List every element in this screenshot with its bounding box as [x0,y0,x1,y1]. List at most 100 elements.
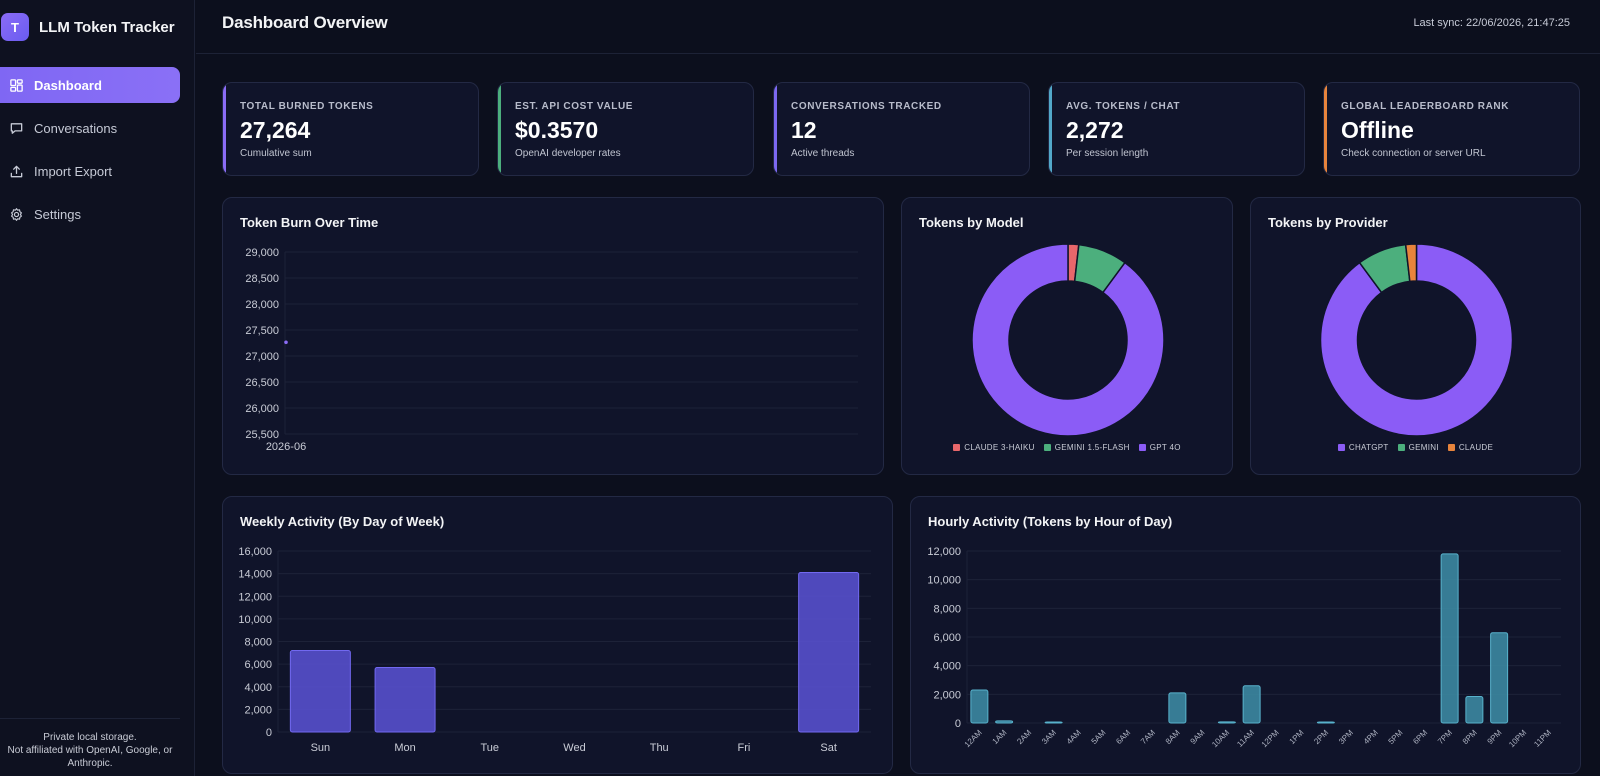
stat-subtext: Cumulative sum [240,148,312,159]
stat-subtext: Check connection or server URL [1341,148,1486,159]
last-sync-timestamp: Last sync: 22/06/2026, 21:47:25 [1413,17,1570,29]
stat-value: 2,272 [1066,117,1124,143]
legend-swatch [953,444,961,451]
y-tick-label: 27,000 [245,351,279,363]
x-tick-label: 9AM [1189,728,1207,746]
legend-swatch [1397,444,1405,451]
page-header: Dashboard Overview Last sync: 22/06/2026… [196,0,1600,54]
stat-label: EST. API COST VALUE [515,101,634,112]
legend-item: GPT 4O [1138,443,1181,452]
stat-label: CONVERSATIONS TRACKED [791,101,942,112]
legend-item: CLAUDE [1447,443,1494,452]
brand-logo: T [1,13,29,41]
sidebar-item-conversations[interactable]: Conversations [0,110,180,146]
x-tick-label: 3AM [1040,728,1058,746]
legend-swatch [1043,444,1051,451]
pie-slice [971,243,1165,437]
footer-line: Not affiliated with OpenAI, Google, or [7,745,173,756]
x-tick-label: 4AM [1065,728,1083,746]
stat-value: $0.3570 [515,117,599,143]
stat-label: GLOBAL LEADERBOARD RANK [1341,101,1510,112]
y-tick-label: 2,000 [244,704,272,716]
bar [1490,632,1509,724]
x-tick-label: 2PM [1312,728,1330,746]
x-tick-label: 8PM [1461,728,1479,746]
y-tick-label: 8,000 [244,637,272,649]
y-tick-label: 10,000 [927,575,961,587]
stat-card-leaderboard-rank: GLOBAL LEADERBOARD RANK Offline Check co… [1323,82,1580,176]
x-tick-label: 1PM [1288,728,1306,746]
x-tick-label: 12AM [963,728,984,749]
bar [1168,692,1187,724]
y-tick-label: 26,500 [245,377,279,389]
chart-title: Weekly Activity (By Day of Week) [240,514,445,529]
y-tick-label: 14,000 [238,569,272,581]
sidebar: T LLM Token Tracker Dashboard Conversati… [0,0,195,776]
bar [1044,721,1063,724]
stat-subtext: Active threads [791,148,855,159]
legend-swatch [1447,444,1455,451]
legend-item: GEMINI [1397,443,1439,452]
sidebar-nav: Dashboard Conversations Import Export Se… [0,67,180,239]
bar [970,689,989,724]
stat-card-conversations: CONVERSATIONS TRACKED 12 Active threads [773,82,1030,176]
panel-tokens-by-model: Tokens by Model CLAUDE 3-HAIKU GEMINI 1.5… [901,197,1233,475]
legend-item: GEMINI 1.5-FLASH [1043,443,1130,452]
legend-label: CHATGPT [1348,443,1389,452]
stat-label: TOTAL BURNED TOKENS [240,101,374,112]
y-tick-label: 12,000 [238,591,272,603]
chart-title: Tokens by Provider [1268,215,1388,230]
y-tick-label: 2,000 [933,689,961,701]
panel-hourly-activity: Hourly Activity (Tokens by Hour of Day) … [910,496,1581,774]
y-tick-label: 8,000 [933,603,961,615]
sidebar-item-settings[interactable]: Settings [0,196,180,232]
x-tick-label: 10AM [1210,728,1231,749]
y-tick-label: 27,500 [245,325,279,337]
y-tick-label: 6,000 [933,632,961,644]
stat-value: 27,264 [240,117,311,143]
bar [1242,685,1261,724]
x-tick-label: 2026-06 [266,441,306,453]
sidebar-item-label: Settings [34,206,81,222]
x-tick-label: 11AM [1235,728,1256,749]
y-tick-label: 4,000 [244,682,272,694]
x-tick-label: 1AM [991,728,1009,746]
y-tick-label: 26,000 [245,403,279,415]
x-tick-label: 10PM [1507,728,1528,749]
pie-slice [1319,243,1514,437]
panel-weekly-activity: Weekly Activity (By Day of Week) 16,000 1… [222,496,893,774]
legend-label: CLAUDE 3-HAIKU [964,443,1035,452]
sidebar-item-import-export[interactable]: Import Export [0,153,180,189]
sidebar-item-dashboard[interactable]: Dashboard [0,67,180,103]
legend-item: CLAUDE 3-HAIKU [953,443,1034,452]
stat-label: AVG. TOKENS / CHAT [1066,101,1181,112]
x-tick-label: Mon [394,742,415,754]
x-tick-label: Tue [481,742,500,754]
y-tick-label: 0 [955,718,961,730]
brand-title: LLM Token Tracker [39,18,175,36]
stat-subtext: OpenAI developer rates [515,148,621,159]
stat-card-avg-tokens: AVG. TOKENS / CHAT 2,272 Per session len… [1048,82,1305,176]
pie-slice [1404,243,1418,283]
bar [1316,721,1335,724]
y-tick-label: 29,000 [245,247,279,259]
x-tick-label: 6AM [1114,728,1132,746]
stat-card-total-tokens: TOTAL BURNED TOKENS 27,264 Cumulative su… [222,82,479,176]
y-tick-label: 28,500 [245,273,279,285]
sidebar-item-label: Dashboard [34,77,102,93]
gear-icon [8,206,24,222]
x-tick-label: Thu [650,742,669,754]
legend-label: CLAUDE [1458,443,1494,452]
footer-line: Anthropic. [67,758,113,769]
brand[interactable]: T LLM Token Tracker [0,13,175,41]
stat-card-api-cost: EST. API COST VALUE $0.3570 OpenAI devel… [497,82,754,176]
x-tick-label: 5AM [1090,728,1108,746]
bar [1440,553,1459,724]
legend-label: GPT 4O [1149,443,1181,452]
bar [374,667,436,733]
x-tick-label: 3PM [1337,728,1355,746]
x-tick-label: 4PM [1362,728,1380,746]
y-tick-label: 25,500 [245,429,279,441]
page-title: Dashboard Overview [222,13,388,32]
